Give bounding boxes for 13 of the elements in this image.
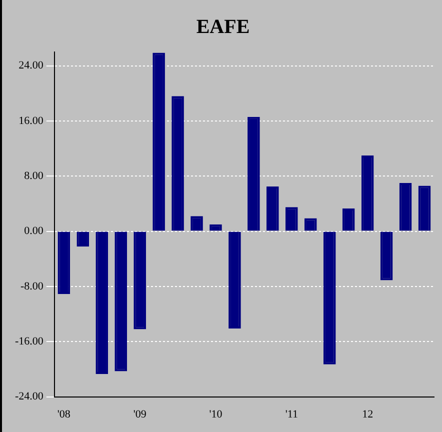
x-tick-label: '11 — [285, 408, 298, 420]
x-tick-label: '09 — [133, 408, 147, 420]
y-tick-label: 8.00 — [24, 170, 44, 182]
x-tick-label: 12 — [362, 408, 374, 420]
x-tick-label: '10 — [209, 408, 223, 420]
x-tick-label: '08 — [57, 408, 71, 420]
y-tick-label: 16.00 — [18, 114, 44, 127]
y-tick-label: -8.00 — [20, 280, 44, 292]
y-tick-label: 0.00 — [24, 225, 44, 238]
y-tick-label: -24.00 — [14, 390, 44, 403]
y-tick-label: 24.00 — [18, 60, 44, 72]
y-tick-label: -16.00 — [14, 336, 44, 348]
chart-title: EAFE — [196, 16, 250, 38]
